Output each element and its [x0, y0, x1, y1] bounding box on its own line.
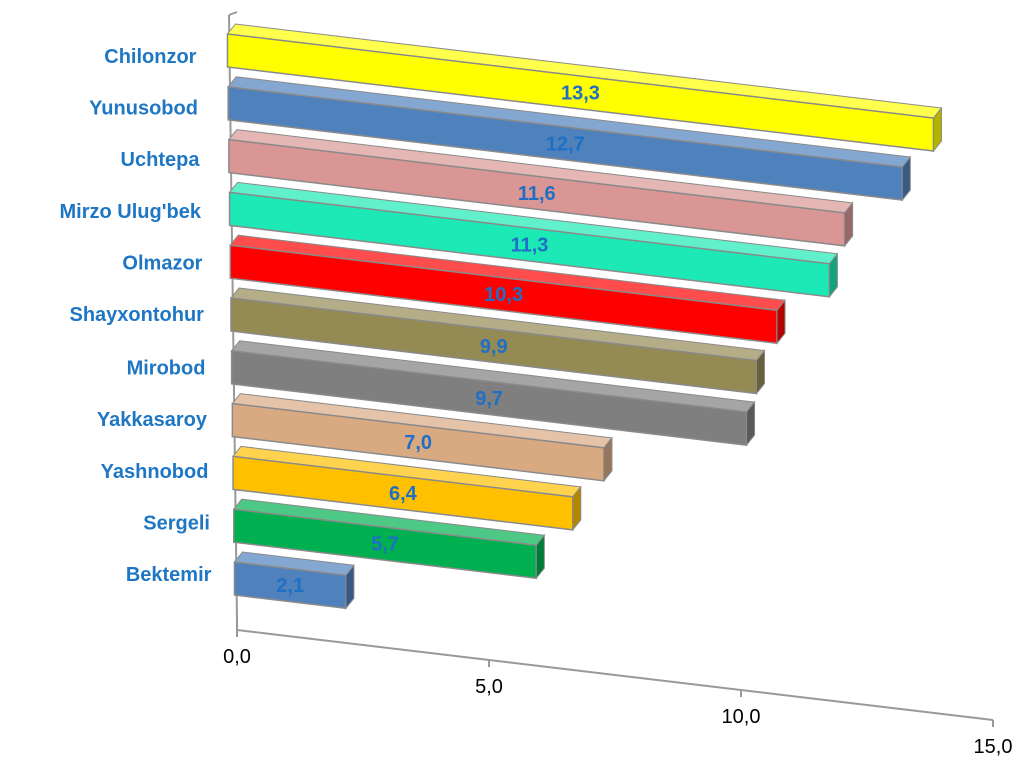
bar-end-face	[828, 252, 838, 299]
bar-7: 7,0	[231, 393, 613, 483]
bar-end-face	[776, 298, 786, 345]
bar-value-label: 12,7	[546, 133, 585, 155]
bar-end-face	[572, 485, 582, 532]
bar-2: 11,6	[227, 129, 854, 248]
bar-4: 10,3	[229, 234, 786, 345]
x-axis-line	[236, 629, 994, 721]
bar-end-face	[932, 106, 942, 153]
category-label: Yunusobod	[89, 98, 198, 120]
category-label: Chilonzor	[104, 46, 196, 68]
bar-6: 9,7	[230, 340, 756, 447]
bar-value-label: 2,1	[276, 575, 304, 597]
x-tick-label: 10,0	[722, 706, 761, 728]
bar-1: 12,7	[227, 76, 912, 202]
bar-value-label: 10,3	[484, 284, 523, 306]
category-labels: Chilonzor Yunusobod Uchtepa Mirzo Ulug'bek O…	[60, 46, 212, 586]
category-label: Mirzo Ulug'bek	[60, 201, 202, 223]
category-label: Mirobod	[127, 358, 206, 380]
bar-8: 6,4	[232, 445, 582, 532]
category-label: Yashnobod	[101, 461, 209, 483]
chart-bars: 13,3 12,7 11,6 11,3 10,3 9,9 9,7 7,0 6,4 5,7 2,1	[226, 23, 943, 610]
category-label: Uchtepa	[121, 149, 201, 171]
bar-value-label: 11,3	[511, 235, 549, 257]
bar-value-label: 6,4	[389, 483, 418, 505]
bar-0: 13,3	[226, 23, 943, 153]
bar-value-label: 9,9	[480, 336, 508, 358]
bar-3: 11,3	[228, 181, 839, 299]
x-tick-label: 15,0	[974, 736, 1013, 758]
category-label: Shayxontohur	[70, 304, 205, 326]
wall-top-edge	[228, 11, 238, 16]
bar-9: 5,7	[232, 498, 546, 580]
bar-end-face	[901, 155, 911, 202]
bar-end-face	[603, 436, 613, 483]
bar-end-face	[535, 533, 545, 580]
category-label: Bektemir	[126, 564, 212, 586]
bar-value-label: 11,6	[518, 183, 556, 205]
bar-end-face	[345, 563, 355, 610]
bar-end-face	[746, 400, 756, 447]
bar-10: 2,1	[233, 551, 355, 610]
bar-value-label: 5,7	[371, 534, 399, 556]
bar-value-label: 13,3	[561, 83, 600, 105]
x-tick-label: 0,0	[223, 646, 251, 668]
bar-end-face	[755, 349, 765, 395]
bar-value-label: 7,0	[404, 432, 432, 454]
category-label: Yakkasaroy	[97, 409, 208, 431]
bar-5: 9,9	[230, 287, 766, 395]
x-tick-label: 5,0	[475, 676, 503, 698]
bar-end-face	[844, 201, 854, 248]
category-label: Olmazor	[122, 252, 202, 274]
bar-value-label: 9,7	[475, 388, 503, 410]
category-label: Sergeli	[143, 512, 210, 534]
x-tick-labels: 0,0 5,0 10,0 15,0	[223, 646, 1012, 758]
